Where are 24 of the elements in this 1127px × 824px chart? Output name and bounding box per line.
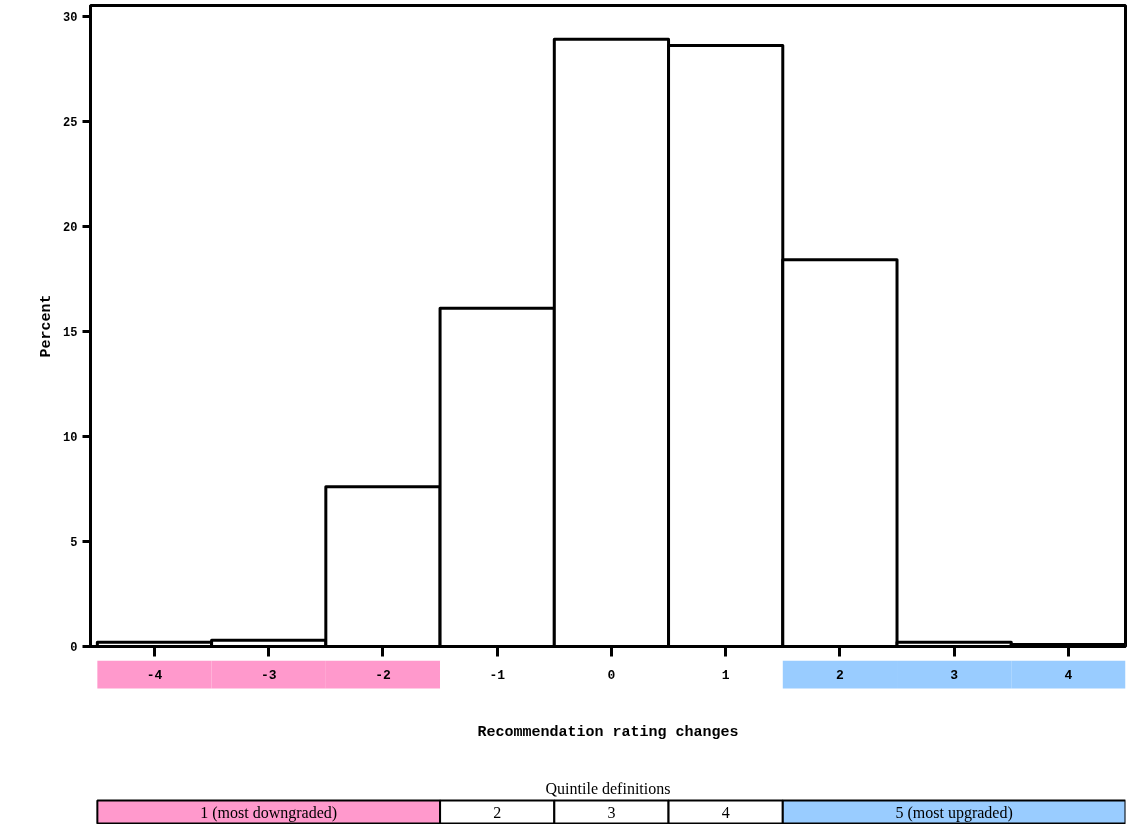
x-tick-label: 1 <box>721 668 730 683</box>
y-tick-label: 10 <box>63 430 78 445</box>
category-label: 1 (most downgraded) <box>200 804 338 822</box>
x-tick-label: -1 <box>489 668 506 683</box>
x-tick-label: 2 <box>836 668 844 683</box>
category-label: 5 (most upgraded) <box>895 804 1013 822</box>
y-tick-label: 5 <box>70 535 78 550</box>
y-tick-label: 20 <box>63 220 78 235</box>
x-tick-label: 4 <box>1064 668 1073 683</box>
category-label: 3 <box>607 804 616 821</box>
category-label: 4 <box>721 804 730 821</box>
x-tick-label: -4 <box>146 668 163 683</box>
category-label: 2 <box>493 804 502 821</box>
y-tick-label: 30 <box>63 10 78 25</box>
y-tick-label: 25 <box>63 115 78 130</box>
y-tick-label: 15 <box>63 325 78 340</box>
x-tick-label: 3 <box>950 668 959 683</box>
y-tick-label: 0 <box>70 641 78 655</box>
x-tick-label: -2 <box>375 668 391 683</box>
x-tick-label: -3 <box>260 668 277 683</box>
text: Quintile definitions <box>545 780 671 797</box>
x-tick-label: 0 <box>607 668 616 683</box>
x-axis-title: Recommendation rating changes <box>477 724 739 741</box>
y-axis-title: Percent <box>38 294 56 358</box>
